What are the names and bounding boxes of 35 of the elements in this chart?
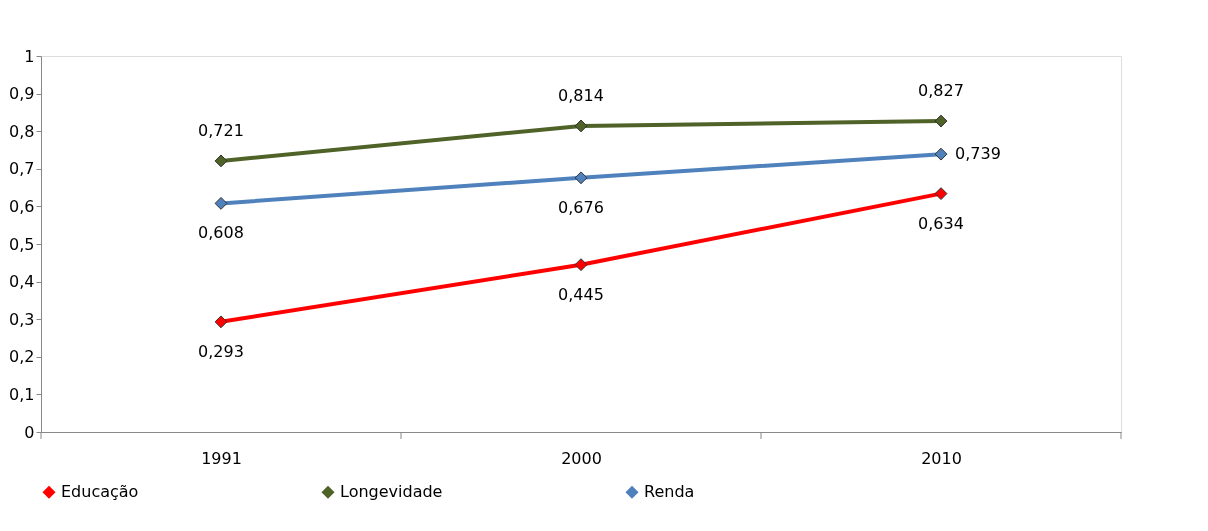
y-tick-label: 0,5 [9,234,35,254]
point [214,154,228,168]
y-tick-label: 0,9 [9,84,35,104]
data-label: 0,827 [918,81,964,101]
point [934,187,948,201]
legend-label: Renda [644,482,695,502]
y-tick-label: 0,6 [9,196,35,216]
point [574,171,588,185]
y-tick-label: 0 [24,422,35,442]
point [934,114,948,128]
y-tick-label: 0,3 [9,309,35,329]
data-label: 0,445 [558,284,604,304]
data-label: 0,814 [558,85,604,105]
data-label: 0,608 [198,223,244,243]
data-label: 0,676 [558,197,604,217]
x-tick-label: 2000 [561,448,602,468]
y-tick-label: 0,4 [9,272,35,292]
x-tick-label: 1991 [201,448,242,468]
point [934,147,948,161]
data-label: 0,739 [955,144,1001,164]
x-tick-label: 2010 [921,448,962,468]
point [214,315,228,329]
y-tick-label: 0,7 [9,159,35,179]
y-tick-label: 1 [24,46,35,66]
point [214,196,228,210]
y-tick-label: 0,2 [9,347,35,367]
y-tick-label: 0,1 [9,384,35,404]
point [574,119,588,133]
y-tick-label: 0,8 [9,121,35,141]
data-label: 0,634 [918,213,964,233]
data-label: 0,721 [198,120,244,140]
legend-label: Longevidade [340,482,443,502]
data-label: 0,293 [198,341,244,361]
point [574,258,588,272]
legend-label: Educação [61,482,139,502]
